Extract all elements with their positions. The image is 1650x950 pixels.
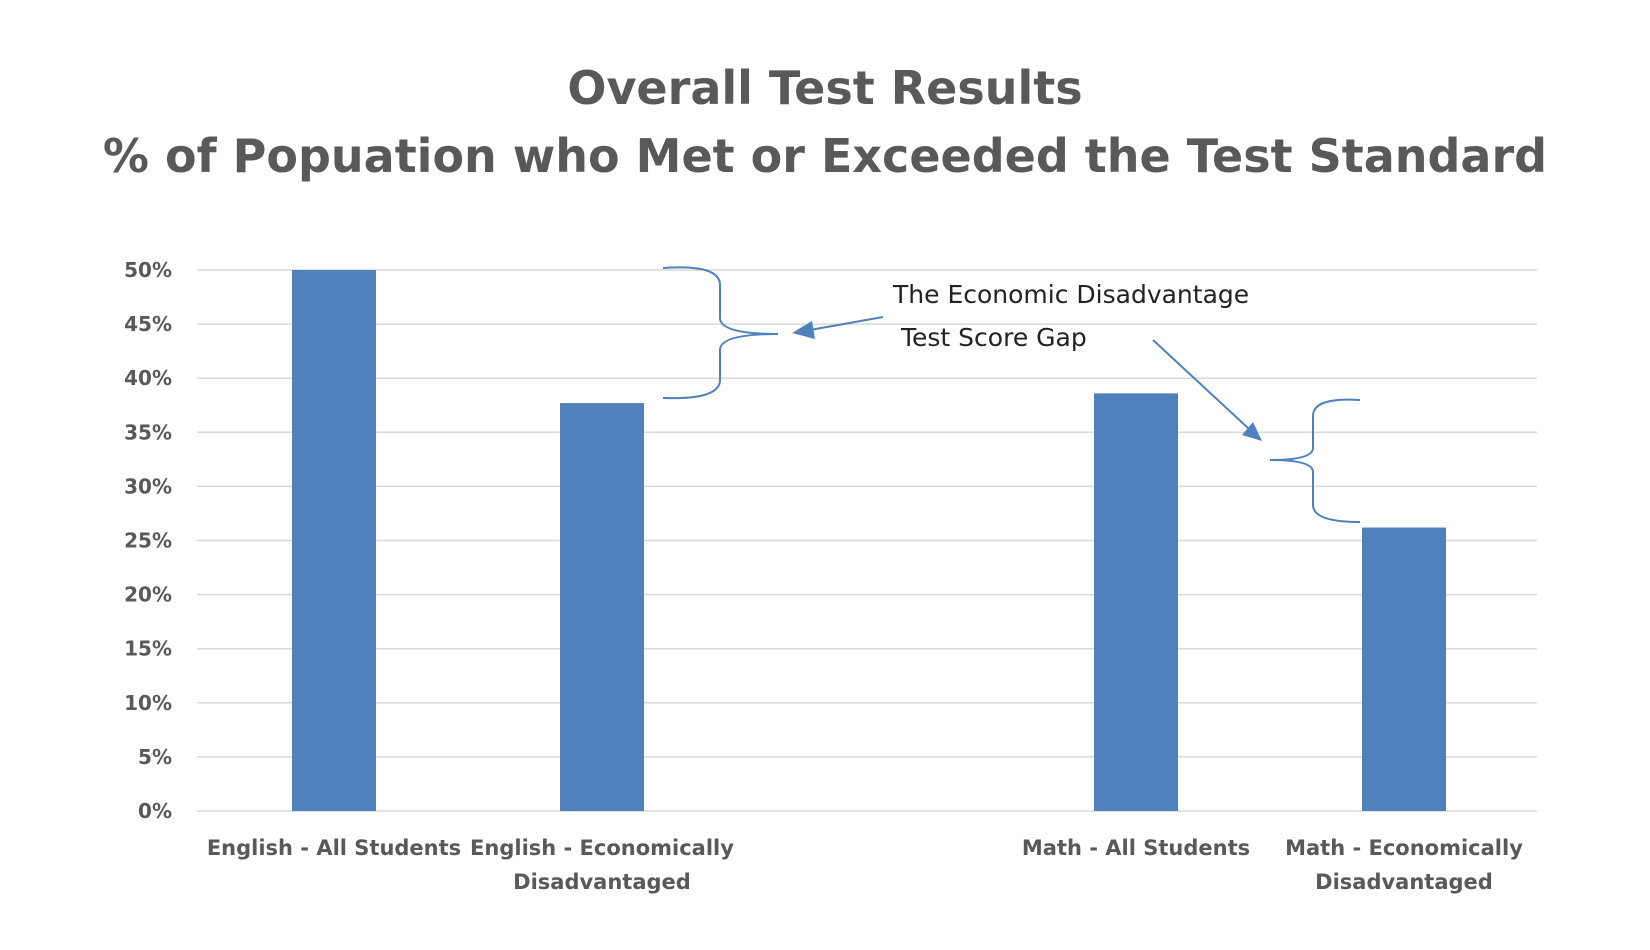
- y-tick-label: 40%: [124, 366, 172, 390]
- chart-title: Overall Test Results: [567, 61, 1082, 115]
- english-gap-arrow-head: [792, 321, 815, 339]
- x-category-label: Math - All Students: [1022, 836, 1250, 860]
- y-tick-label: 0%: [138, 799, 172, 823]
- x-category-label: English - Economically Disadvantaged: [470, 836, 734, 894]
- math-gap-brace: [1269, 398, 1361, 523]
- y-tick-label: 35%: [124, 420, 172, 444]
- chart-subtitle: % of Popuation who Met or Exceeded the T…: [103, 129, 1547, 183]
- y-tick-label: 30%: [124, 474, 172, 498]
- math-gap-arrow: [1152, 339, 1249, 429]
- x-category-label: English - All Students: [207, 836, 461, 860]
- y-tick-label: 45%: [124, 312, 172, 336]
- english-gap-brace: [662, 266, 779, 400]
- y-tick-label: 5%: [138, 745, 172, 769]
- y-axis-ticks: 0% 5% 10% 15% 20% 25% 30% 35% 40% 45% 50%: [124, 258, 172, 823]
- y-tick-label: 20%: [124, 583, 172, 607]
- x-category-label: Math - Economically Disadvantaged: [1285, 836, 1523, 894]
- bars: [292, 270, 1446, 811]
- y-tick-label: 10%: [124, 691, 172, 715]
- y-tick-label: 50%: [124, 258, 172, 282]
- bar: [292, 270, 376, 811]
- english-gap-arrow: [809, 316, 884, 331]
- y-tick-label: 25%: [124, 529, 172, 553]
- gridlines: [197, 269, 1537, 812]
- bar: [1362, 527, 1446, 811]
- y-tick-label: 15%: [124, 637, 172, 661]
- bar: [1094, 393, 1178, 811]
- gap-annotation: The Economic Disadvantage Test Score Gap: [662, 266, 1361, 523]
- annotation-text-line-2: Test Score Gap: [900, 323, 1087, 352]
- math-gap-arrow-head: [1242, 422, 1262, 441]
- bar: [560, 403, 644, 811]
- annotation-text-line-1: The Economic Disadvantage: [892, 280, 1249, 309]
- x-axis-labels: English - All Students English - Economic…: [207, 836, 1523, 894]
